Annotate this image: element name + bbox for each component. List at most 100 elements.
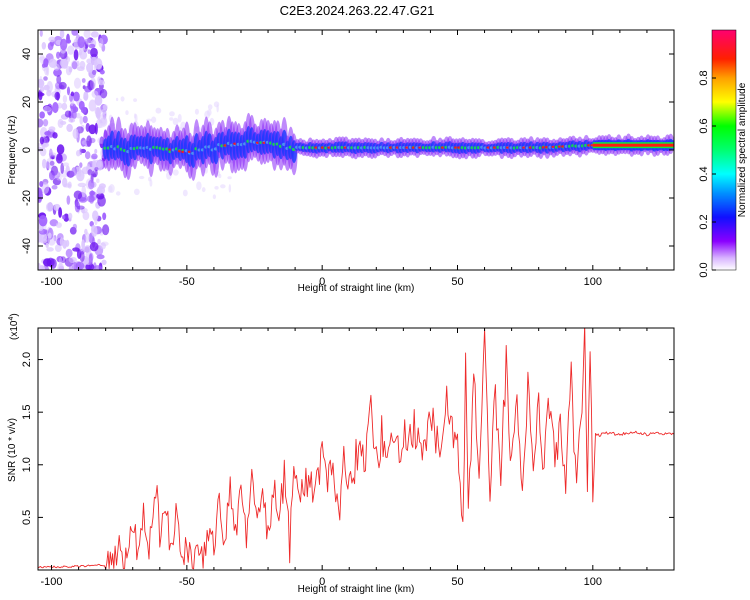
spectrogram-noise-blob (99, 88, 108, 99)
spectrogram-noise-blob (94, 122, 98, 135)
spectrogram-noise-blob (98, 37, 104, 48)
spectrogram-noise-blob (48, 148, 53, 160)
spectrogram-x-tick-label: 0 (319, 276, 325, 288)
spectrogram-noise-blob (85, 122, 90, 133)
spectrogram-faint-blob (125, 110, 129, 115)
spectrogram-noise-blob (93, 265, 103, 270)
spectrogram-noise-blob (96, 192, 105, 200)
spectrogram-y-tick-label: -20 (21, 190, 33, 206)
spectrogram-faint-blob (194, 108, 199, 115)
spectrogram-noise-blob (58, 81, 67, 90)
spectrogram-signal-band (102, 112, 674, 181)
spectrogram-noise-blob (92, 159, 102, 169)
colorbar-label: Normalized spectral amplitude (737, 82, 748, 217)
spectrogram-noise-blob (38, 78, 45, 88)
spectrogram-noise-blob (91, 225, 98, 237)
spectrogram-noise-blob (43, 258, 52, 267)
spectrogram-noise-blob (67, 45, 75, 55)
snr-scale-factor: (x104) (8, 313, 20, 340)
spectrogram-noise-blob (85, 37, 92, 45)
spectrogram-x-tick-label: -100 (41, 276, 63, 288)
spectrogram-noise-blob (94, 148, 98, 154)
spectrogram-noise-blob (94, 167, 99, 172)
spectrogram-noise-blob (75, 261, 85, 270)
spectrogram-noise-blob (54, 244, 62, 253)
spectrogram-noise-blob (86, 135, 92, 147)
spectrogram-x-ticks: -100 -50 0 50 100 (41, 30, 675, 288)
spectrogram-noise-blob (38, 233, 42, 243)
spectrogram-faint-blob (115, 191, 121, 196)
spectrogram-noise-blob (90, 56, 98, 66)
spectrogram-noise-blob (62, 214, 66, 220)
spectrogram-noise-blob (55, 222, 62, 229)
spectrogram-noise-blob (86, 195, 95, 203)
spectrogram-x-tick-label: -50 (179, 276, 195, 288)
spectrogram-noise-blob (72, 91, 80, 102)
spectrogram-panel: -100 -50 0 50 100 -40 -20 0 20 40 Height of stra… (7, 29, 675, 294)
spectrogram-noise-blob (70, 91, 75, 97)
spectrogram-noise-blob (90, 47, 98, 58)
spectrogram-noise-blob (76, 205, 85, 210)
spectrogram-noise-blob (46, 247, 54, 252)
spectrogram-faint-blob (115, 97, 119, 102)
spectrogram-noise-blob (49, 160, 55, 166)
spectrogram-noise-blob (87, 169, 93, 176)
spectrogram-noise-blob (87, 179, 95, 190)
spectrogram-noise-blob (56, 75, 62, 84)
spectrogram-noise-blob (51, 170, 61, 179)
spectrogram-noise-blob (71, 61, 78, 70)
spectrogram-noise-blob (39, 180, 44, 188)
spectrogram-noise-blob (77, 36, 86, 49)
spectrogram-noise-blob (83, 91, 89, 101)
spectrogram-noise-blob (79, 60, 86, 70)
spectrogram-noise-blob (94, 107, 102, 116)
spectrogram-noise-blob (47, 42, 54, 51)
spectrogram-noise-blob (52, 177, 62, 186)
spectrogram-faint-blob (227, 176, 232, 180)
spectrogram-faint-blob (151, 116, 157, 123)
spectrogram-noise-blob (73, 190, 83, 200)
spectrogram-faint-blob (177, 113, 182, 123)
colorbar-tick-label: 0.0 (698, 262, 710, 277)
spectrogram-faint-blob (169, 117, 174, 121)
snr-panel: -100 -50 0 50 100 0.5 1.0 1.5 2.0 Height of str… (7, 313, 675, 595)
snr-y-tick-label: 0.5 (21, 510, 33, 525)
spectrogram-noise-blob (99, 69, 105, 75)
figure-title: C2E3.2024.263.22.47.G21 (280, 3, 435, 18)
spectrogram-noise-blob (84, 38, 89, 46)
snr-x-ticks: -100 -50 0 50 100 (41, 328, 675, 588)
spectrogram-faint-blob (182, 189, 188, 197)
spectrogram-noise-blob (85, 263, 95, 270)
snr-y-tick-label: 1.0 (21, 457, 33, 472)
spectrogram-noise-blob (38, 265, 46, 270)
spectrogram-faint-blob (149, 179, 153, 187)
spectrogram-noise-blob (38, 118, 44, 128)
spectrogram-noise-blob (52, 132, 58, 139)
spectrogram-faint-blob (100, 109, 107, 115)
spectrogram-noise-blob (87, 80, 95, 91)
spectrogram-noise-blob (58, 207, 63, 218)
spectrogram-noise-blob (51, 184, 58, 190)
spectrogram-noise-blob (91, 153, 98, 160)
spectrogram-noise-blob (96, 254, 105, 260)
spectrogram-noise-blob (94, 95, 103, 106)
spectrogram-noise-blob (102, 224, 110, 236)
spectrogram-noise-blob (73, 77, 82, 89)
spectrogram-noise-blob (59, 120, 67, 125)
spectrogram-faint-blob (120, 96, 125, 102)
spectrogram-noise-blob (59, 38, 68, 51)
snr-frame (37, 327, 675, 571)
spectrogram-noise-blob (73, 49, 79, 61)
spectrogram-noise-blob (48, 36, 56, 43)
snr-x-tick-label: -50 (179, 576, 195, 588)
spectrogram-noise-blob (61, 102, 68, 111)
spectrogram-noise-blob (100, 242, 107, 250)
colorbar-tick-label: 0.8 (698, 70, 710, 85)
spectrogram-noise-blob (88, 124, 97, 135)
spectrogram-noise-blob (43, 105, 52, 113)
spectrogram-faint-blob (213, 101, 220, 108)
spectrogram-noise-blob (84, 228, 88, 235)
spectrogram-noise-blob (66, 123, 73, 132)
colorbar-gradient (711, 29, 737, 271)
spectrogram-y-tick-label: 0 (21, 147, 33, 153)
